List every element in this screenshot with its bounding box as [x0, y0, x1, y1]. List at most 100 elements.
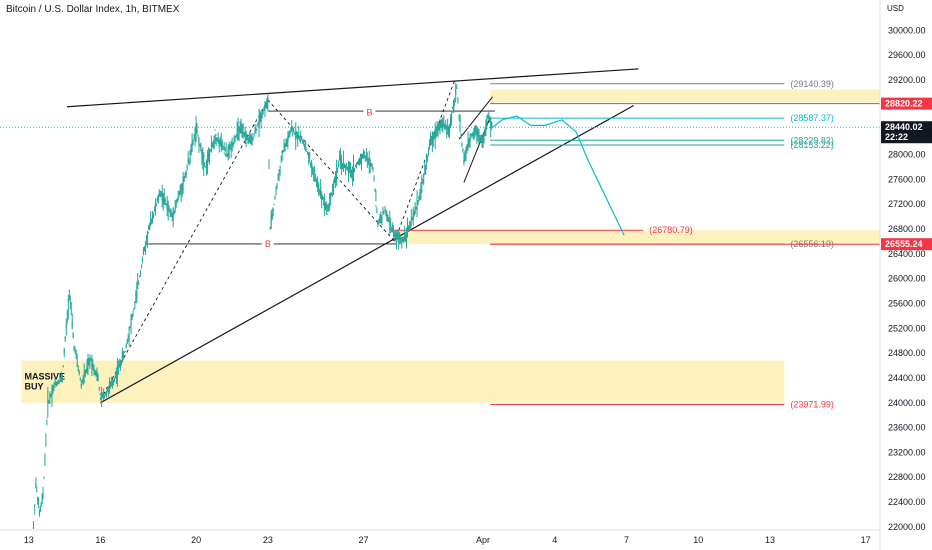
price-tag-time: 22:22: [885, 132, 908, 142]
y-tick-label: 23600.00: [888, 423, 926, 433]
candle-body: [103, 396, 106, 399]
candle-body: [99, 393, 102, 396]
candle-body: [477, 132, 479, 136]
candle-body: [294, 134, 296, 136]
candle-body: [426, 157, 428, 160]
chart-title: Bitcoin / U.S. Dollar Index, 1h, BITMEX: [6, 4, 180, 15]
candle-body: [474, 127, 476, 132]
candle-body: [366, 159, 368, 161]
candle-body: [107, 389, 110, 391]
x-tick-label: Apr: [476, 535, 490, 545]
candle-body: [187, 159, 189, 162]
candle-body: [35, 483, 37, 487]
price-levels: (29140.39) (28587.37) (28229.82)(28153.22)…: [0, 79, 880, 410]
price-axis[interactable]: 22000.00 22400.00 22800.00 23200.00 23600.00…: [879, 0, 926, 550]
y-tick-label: 23200.00: [888, 447, 926, 457]
candle-body: [394, 233, 397, 238]
trend-line-5: [267, 99, 395, 242]
candle-body: [121, 352, 123, 362]
candle-body: [164, 199, 166, 202]
candle-body: [423, 173, 425, 177]
zone-label-0: MASSIVE: [25, 372, 66, 382]
candle-body: [153, 210, 156, 212]
candle-body: [485, 122, 487, 129]
candle-body: [351, 166, 354, 171]
candle-body: [308, 152, 310, 157]
candle-body: [257, 121, 259, 123]
candle-body: [333, 176, 336, 184]
candle-body: [311, 163, 313, 168]
candle-body: [260, 112, 262, 122]
candle-body: [368, 158, 370, 160]
candle-body: [317, 186, 319, 189]
price-tag-label-2: 26555.24: [885, 239, 923, 249]
candle-body: [263, 107, 265, 111]
candle-body: [285, 145, 287, 147]
candle-body: [481, 138, 483, 144]
y-tick-label: 27600.00: [888, 174, 926, 184]
candle-body: [329, 203, 331, 209]
candle-body: [482, 142, 484, 149]
candle-body: [464, 155, 466, 157]
candle-body: [361, 156, 364, 159]
candle-body: [409, 225, 411, 227]
candle-body: [486, 120, 488, 125]
time-axis[interactable]: 13 16 20 23 27 Apr 4 7 10 13 17: [0, 529, 880, 545]
candle-body: [38, 509, 41, 516]
candle-body: [342, 162, 345, 164]
candle-body: [114, 376, 116, 378]
candle-body: [32, 527, 35, 530]
trend-line-8: [458, 96, 494, 140]
x-tick-label: 7: [624, 535, 629, 545]
candle-body: [133, 308, 135, 310]
candle-body: [490, 117, 492, 128]
candle-body: [335, 176, 338, 179]
candle-body: [291, 127, 293, 129]
candle-body: [73, 345, 75, 350]
candle-body: [52, 390, 54, 392]
candle-body: [412, 213, 414, 221]
candle-body: [372, 168, 374, 170]
x-tick-label: 17: [861, 535, 871, 545]
candle-body: [303, 142, 305, 144]
candle-body: [385, 210, 387, 217]
candle-body: [231, 148, 233, 150]
candle-body: [358, 160, 361, 162]
candle-body: [426, 156, 429, 158]
candle-body: [113, 377, 115, 381]
y-tick-label: 24000.00: [888, 398, 926, 408]
candle-body: [418, 195, 420, 199]
candle-body: [290, 130, 292, 132]
trend-line-4: [100, 99, 269, 400]
candle-body: [97, 376, 99, 382]
candle-body: [175, 204, 177, 206]
candle-body: [329, 192, 332, 199]
y-tick-label: 26400.00: [888, 249, 926, 259]
candle-body: [205, 165, 207, 167]
candle-body: [328, 203, 330, 206]
candle-body: [441, 123, 443, 127]
trend-line-0: [100, 104, 634, 404]
candle-body: [126, 340, 128, 345]
candle-body: [427, 153, 430, 155]
zone-1: [490, 89, 880, 103]
candle-series: [32, 82, 493, 530]
candle-body: [216, 137, 218, 141]
candle-body: [350, 169, 353, 174]
candle-body: [179, 191, 181, 194]
candle-body: [336, 171, 339, 173]
candle-body: [80, 383, 82, 387]
candle-body: [190, 145, 192, 156]
candle-body: [281, 151, 283, 154]
candle-body: [271, 213, 273, 220]
candle-body: [264, 109, 266, 111]
candle-body: [312, 168, 314, 170]
candle-body: [198, 136, 200, 144]
candle-body: [209, 150, 212, 152]
candle-body: [480, 140, 482, 142]
candle-body: [306, 148, 308, 150]
candle-body: [375, 205, 377, 208]
candle-body: [143, 248, 146, 252]
candle-body: [65, 324, 67, 329]
